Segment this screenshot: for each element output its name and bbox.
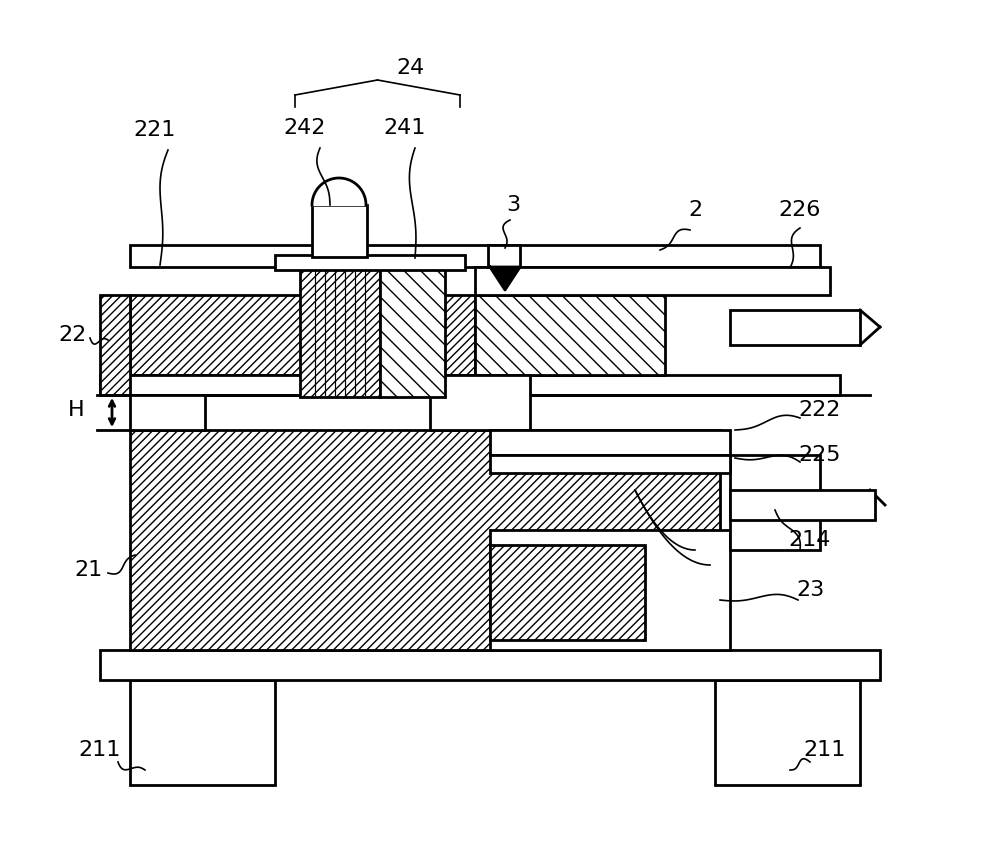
Text: 222: 222	[799, 400, 841, 420]
Bar	[490, 430, 730, 455]
Bar	[130, 295, 475, 375]
Bar	[100, 650, 880, 680]
Text: 22: 22	[58, 325, 86, 345]
Bar	[475, 295, 665, 375]
Text: 241: 241	[384, 118, 426, 138]
Bar	[490, 545, 645, 640]
Polygon shape	[490, 267, 520, 290]
Bar	[380, 267, 445, 397]
Bar	[130, 245, 820, 267]
Bar	[730, 310, 860, 345]
Bar	[100, 375, 840, 395]
Bar	[730, 490, 875, 520]
Bar	[730, 455, 820, 550]
Text: 221: 221	[134, 120, 176, 140]
Text: 21: 21	[74, 560, 102, 580]
Text: 226: 226	[779, 200, 821, 220]
Text: H: H	[68, 400, 84, 420]
Bar	[300, 267, 380, 397]
Bar	[715, 680, 860, 785]
Bar	[475, 267, 830, 295]
Text: 225: 225	[799, 445, 841, 465]
Bar	[430, 375, 530, 430]
Text: 23: 23	[796, 580, 824, 600]
Bar	[488, 245, 520, 267]
Bar	[130, 395, 205, 430]
Bar	[130, 430, 720, 650]
Bar	[490, 455, 730, 473]
Text: 214: 214	[789, 530, 831, 550]
Text: 2: 2	[688, 200, 702, 220]
Bar	[490, 530, 730, 650]
Text: 24: 24	[396, 58, 424, 78]
Bar	[130, 680, 275, 785]
Text: 3: 3	[506, 195, 520, 215]
Bar	[100, 295, 130, 395]
Text: 211: 211	[79, 740, 121, 760]
Text: 211: 211	[804, 740, 846, 760]
Bar	[275, 255, 465, 270]
Bar	[312, 205, 367, 257]
Text: 242: 242	[284, 118, 326, 138]
